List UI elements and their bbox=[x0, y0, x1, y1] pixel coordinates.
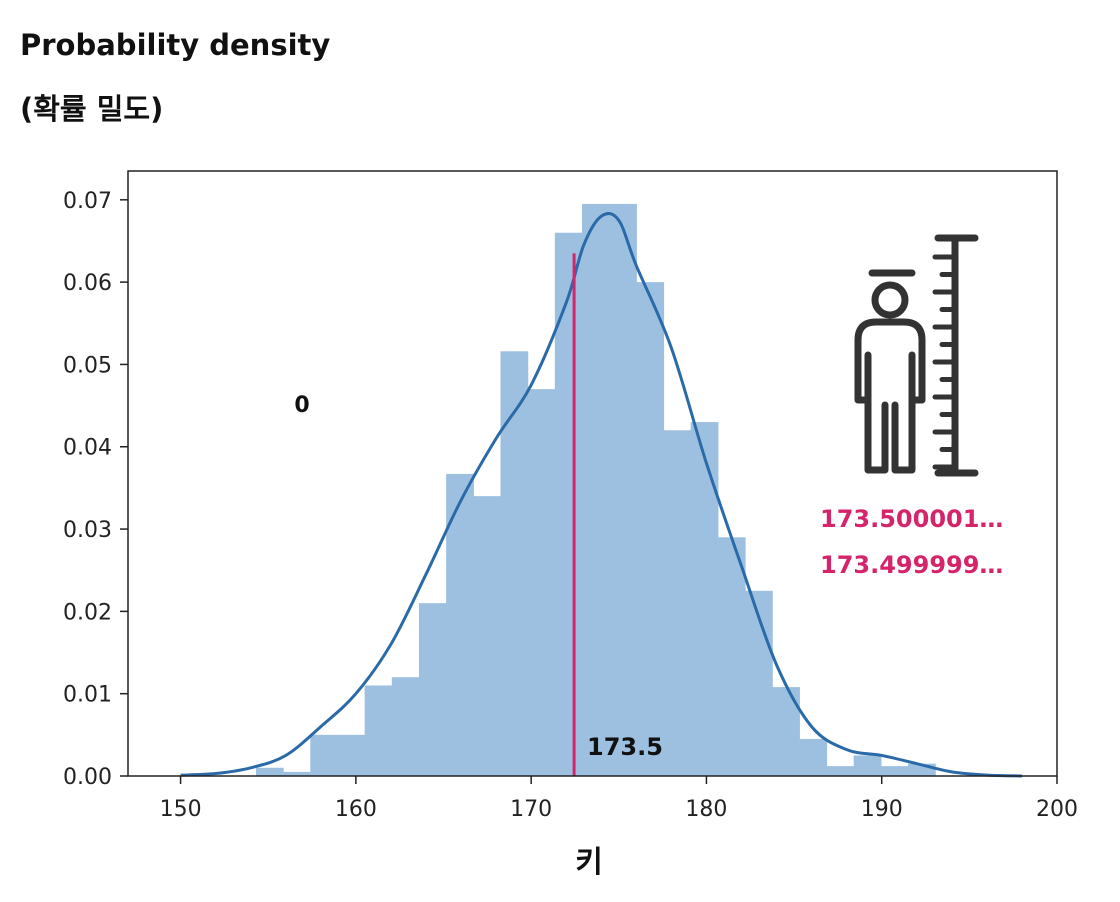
histogram-bar bbox=[283, 771, 311, 776]
marker-value-label: 173.5 bbox=[587, 733, 663, 761]
kde-curve-group bbox=[180, 212, 1022, 778]
y-tick-label: 0.04 bbox=[63, 436, 112, 461]
y-ticks: 0.00 0.01 0.02 0.03 0.04 0.05 0.06 0.07 bbox=[63, 189, 128, 790]
histogram-bar bbox=[500, 351, 529, 776]
histogram-bars bbox=[255, 203, 936, 777]
histogram-bar bbox=[636, 282, 665, 776]
x-ticks: 150 160 170 180 190 200 bbox=[160, 776, 1078, 822]
histogram-bar bbox=[473, 496, 502, 776]
y-tick-label: 0.02 bbox=[63, 600, 112, 625]
plot-frame bbox=[127, 170, 1058, 777]
x-tick-label: 170 bbox=[510, 797, 552, 822]
x-tick-label: 150 bbox=[160, 797, 202, 822]
kde-curve bbox=[180, 212, 1022, 778]
y-tick-label: 0.06 bbox=[63, 271, 112, 296]
histogram-bar bbox=[554, 232, 583, 777]
histogram-bar bbox=[581, 203, 610, 776]
histogram-bar bbox=[663, 430, 692, 776]
lower-value-label: 173.499999… bbox=[820, 551, 1003, 579]
histogram-bar bbox=[609, 203, 637, 776]
y-tick-label: 0.07 bbox=[63, 189, 112, 214]
person-height-icon bbox=[854, 234, 979, 477]
y-tick-label: 0.01 bbox=[63, 683, 112, 708]
heading-line-1: Probability density bbox=[20, 28, 331, 62]
histogram-bar bbox=[527, 389, 556, 776]
histogram-bar bbox=[391, 677, 420, 776]
histogram-bar bbox=[418, 603, 447, 776]
axes bbox=[127, 170, 1058, 777]
histogram-bar bbox=[364, 685, 393, 776]
heading-line-2: (확률 밀도) bbox=[20, 92, 164, 126]
histogram-bar bbox=[853, 755, 882, 776]
histogram-bar bbox=[255, 767, 284, 776]
x-tick-label: 200 bbox=[1036, 797, 1078, 822]
histogram-bar bbox=[826, 766, 855, 776]
x-tick-label: 160 bbox=[335, 797, 377, 822]
histogram-bar bbox=[717, 537, 746, 776]
ruler-ticks-icon bbox=[932, 254, 958, 470]
y-tick-label: 0.00 bbox=[63, 765, 112, 790]
y-tick-label: 0.03 bbox=[63, 518, 112, 543]
x-tick-label: 180 bbox=[685, 797, 727, 822]
histogram-bar bbox=[799, 738, 828, 776]
upper-value-label: 173.500001… bbox=[820, 505, 1003, 533]
zero-annotation: 0 bbox=[294, 393, 309, 418]
x-axis-label: 키 bbox=[575, 845, 603, 880]
histogram-bar bbox=[310, 734, 339, 776]
y-tick-label: 0.05 bbox=[63, 353, 112, 378]
x-tick-label: 190 bbox=[861, 797, 903, 822]
histogram-bar bbox=[337, 734, 366, 776]
histogram-bar bbox=[690, 422, 719, 776]
histogram-bar bbox=[880, 766, 909, 776]
